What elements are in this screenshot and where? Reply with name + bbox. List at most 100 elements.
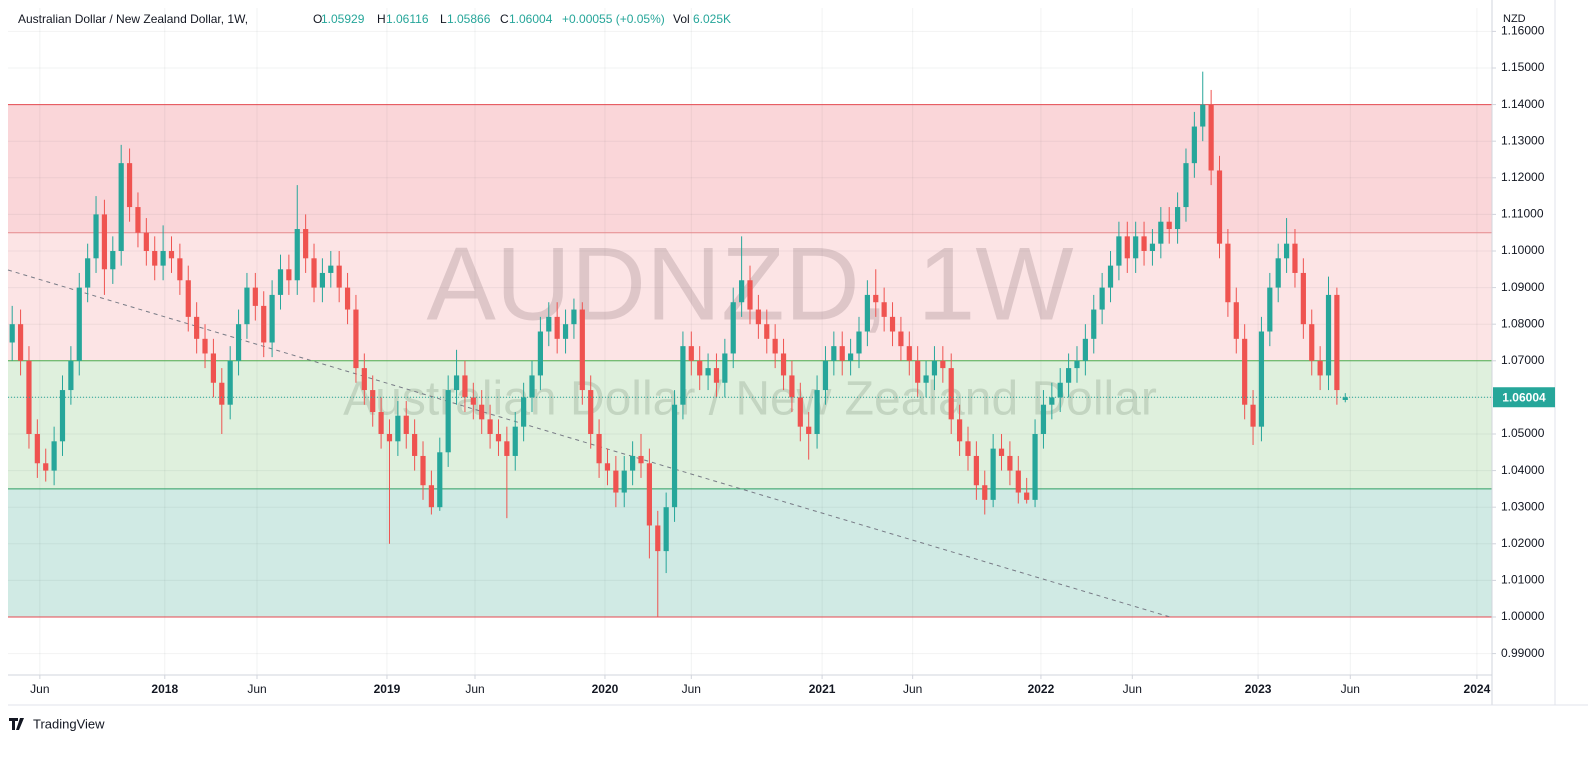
candle-body [1024,492,1030,500]
y-tick-label: 1.03000 [1501,499,1545,513]
y-tick-label: 1.12000 [1501,170,1545,184]
candle-body [739,280,745,303]
x-tick-label: 2021 [809,682,836,696]
volume-label: Vol [673,12,690,26]
candle-body [889,316,896,332]
candle-body [1283,243,1290,259]
zone [8,104,1492,233]
candle-body [1099,287,1105,310]
candle-body [973,455,979,486]
candle-body [1225,243,1231,303]
candle-body [135,207,141,233]
candle-body [537,331,543,376]
candle-body [210,353,217,383]
candle-body [957,419,963,442]
close-value: 1.06004 [509,12,553,26]
candle-body [1317,360,1323,376]
candle-body [1007,455,1013,471]
candle-body [663,507,669,552]
plot-overlay: NZD Australian Dollar / New Zealand Doll… [8,0,1588,731]
candle-body [261,305,267,343]
candle-body [1342,397,1348,400]
volume-value: 6.025K [693,12,731,26]
candle-body [445,390,451,453]
candle-body [110,250,116,270]
candle-body [713,368,720,383]
candle-body [697,360,703,376]
candle-body [998,448,1005,456]
candle-body [202,338,208,354]
candle-body [638,455,644,464]
candle-body [722,353,728,383]
candle-body [554,316,560,339]
high-value: 1.06116 [386,12,429,26]
trend-line [7,269,1171,618]
candle-body [168,250,175,259]
candle-body [1091,309,1097,339]
candle-body [1049,397,1055,405]
candle-body [118,163,124,251]
logo-icon[interactable] [9,718,24,730]
candle-body [1166,221,1172,230]
candle-body [1267,287,1273,332]
candle-body [294,229,300,281]
brand-name[interactable]: TradingView [33,716,105,731]
last-price-label: 1.06004 [1502,390,1546,404]
candle-body [831,346,837,361]
candle-body [453,375,460,391]
y-tick-label: 1.02000 [1501,536,1545,550]
candle-body [1040,404,1047,434]
change-value: +0.00055 (+0.05%) [562,12,665,26]
candle-body [881,302,887,317]
candle-body [9,324,15,343]
candle-body [277,269,284,295]
x-tick-label: 2018 [151,682,178,696]
candle-body [227,360,233,405]
candle-body [17,324,24,361]
price-unit: NZD [1503,13,1526,25]
y-tick-label: 1.10000 [1501,243,1545,257]
candle-body [487,419,493,434]
candle-body [764,324,770,339]
candle-body [269,294,275,343]
x-tick-label: 2024 [1464,682,1491,696]
candle-body [1124,236,1130,259]
candle-body [286,269,292,281]
y-tick-label: 1.16000 [1501,24,1545,38]
candle-body [898,331,904,347]
candle-body [353,309,359,369]
y-tick-label: 1.04000 [1501,463,1545,477]
candle-body [588,390,594,434]
brand-logo[interactable]: TradingView [9,716,105,731]
candle-body [1032,433,1038,500]
candle-body [495,433,502,442]
candle-body [361,368,367,391]
open-label: O [313,12,322,26]
candle-body [34,433,40,464]
low-value: 1.05866 [447,12,491,26]
candle-body [101,214,108,270]
symbol-title: Australian Dollar / New Zealand Dollar, … [18,12,248,26]
candle-body [1116,236,1122,266]
candle-body [185,280,191,317]
candle-body [680,346,686,405]
candle-body [1141,236,1147,251]
y-tick-label: 1.07000 [1501,353,1545,367]
candle-body [311,258,317,288]
candle-body [336,265,342,288]
candle-body [596,433,602,464]
candle-body [772,338,778,354]
candle-body [780,353,787,376]
y-tick-label: 1.01000 [1501,573,1545,587]
candle-body [906,346,912,361]
candle-body [1200,104,1206,127]
x-tick-label: 2022 [1028,682,1055,696]
candle-body [1208,104,1214,171]
candle-body [512,426,518,456]
candle-body [1275,258,1281,288]
candle-body [235,324,242,361]
candle-body [479,404,485,420]
plot-marks [7,71,1492,618]
candle-body [848,353,854,361]
